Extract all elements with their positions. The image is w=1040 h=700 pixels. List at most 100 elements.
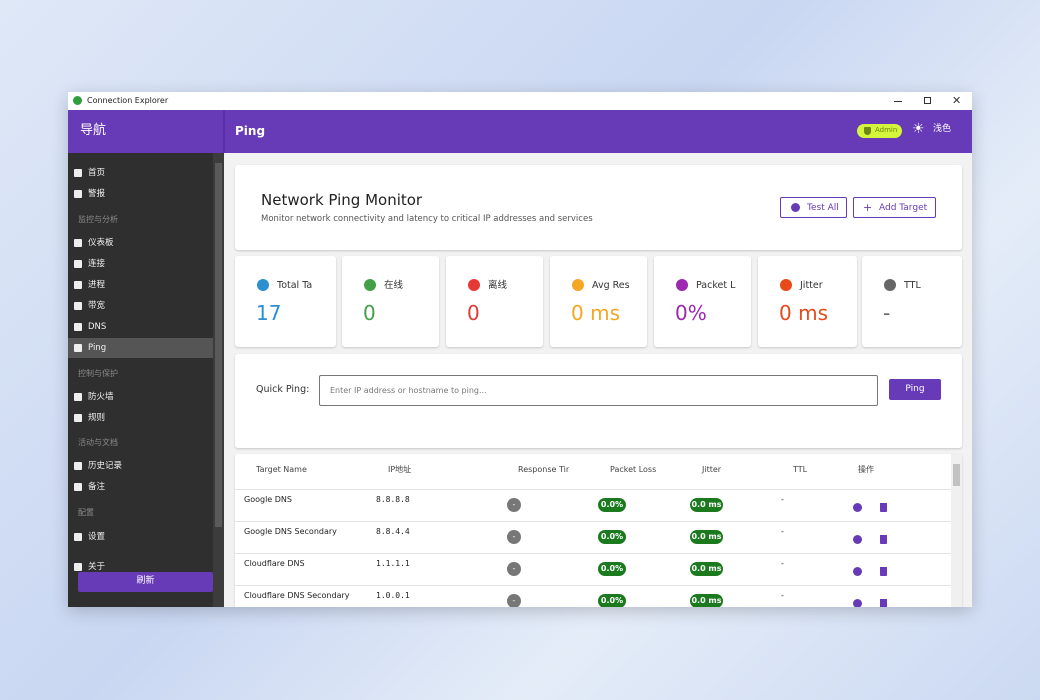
column-header: TTL	[793, 465, 808, 474]
monitor-title: Network Ping Monitor	[261, 191, 423, 209]
stat-label: 在线	[384, 280, 404, 291]
ping-action[interactable]	[853, 503, 862, 512]
nav-label: 备注	[88, 482, 106, 492]
stat-value: 0	[363, 301, 376, 325]
nav-icon	[74, 323, 82, 331]
refresh-label: 刷新	[136, 576, 155, 586]
monitor-card: Network Ping Monitor Monitor network con…	[235, 165, 962, 250]
badge-text: Admin	[875, 126, 898, 134]
nav-item[interactable]: 历史记录	[68, 456, 213, 476]
nav-item[interactable]: 规则	[68, 408, 213, 428]
stat-card: 离线 0	[446, 256, 543, 347]
page-title: Ping	[235, 124, 266, 138]
add-target-button[interactable]: + Add Target	[853, 197, 936, 218]
nav-label: 仪表板	[88, 238, 114, 248]
nav-icon	[74, 462, 82, 470]
stat-value: 0 ms	[779, 301, 828, 325]
nav-icon	[74, 393, 82, 401]
stat-value: 0%	[675, 301, 707, 325]
row-separator	[235, 553, 951, 554]
header-bar: 导航 Ping Admin ☀ 浅色	[68, 110, 972, 153]
nav-icon	[74, 563, 82, 571]
host-input[interactable]: Enter IP address or hostname to ping...	[319, 375, 878, 406]
nav-item[interactable]: 备注	[68, 477, 213, 497]
stat-icon	[572, 279, 584, 291]
stat-label: TTL	[904, 280, 921, 291]
nav-item[interactable]: 带宽	[68, 296, 213, 316]
stat-icon	[780, 279, 792, 291]
response-badge: -	[507, 594, 521, 607]
nav-item[interactable]: 防火墙	[68, 387, 213, 407]
nav-label: 历史记录	[88, 461, 123, 471]
ping-action[interactable]	[853, 535, 862, 544]
response-badge: -	[507, 498, 521, 512]
divider	[223, 110, 225, 153]
minimize[interactable]	[894, 101, 902, 102]
table-scroll-thumb	[953, 464, 960, 486]
nav-item[interactable]: 进程	[68, 275, 213, 295]
nav-label: 进程	[88, 280, 106, 290]
nav-item[interactable]: 首页	[68, 163, 213, 183]
sidebar-title: 导航	[80, 123, 107, 138]
sidebar: 刷新 首页 警报 监控与分析 仪表板 连接 进程 带宽 DNS Ping 控制与保护 防火墙 规则 活动…	[68, 153, 224, 607]
title-bar: Connection Explorer ✕	[68, 92, 972, 110]
nav-item[interactable]: Ping	[68, 338, 213, 358]
stat-icon	[468, 279, 480, 291]
column-header: Response Tir	[518, 465, 570, 474]
ttl: -	[781, 527, 784, 536]
delete-action[interactable]	[880, 599, 887, 607]
quick-ping-card: Quick Ping: Enter IP address or hostname…	[235, 354, 962, 448]
nav-item[interactable]: 设置	[68, 527, 213, 547]
ip-address: 1.0.0.1	[376, 591, 410, 600]
jitter-badge: 0.0 ms	[690, 530, 723, 544]
stat-label: 离线	[488, 280, 508, 291]
ping-action[interactable]	[853, 599, 862, 607]
nav-item[interactable]: 连接	[68, 254, 213, 274]
ping-button[interactable]: Ping	[889, 379, 941, 400]
close[interactable]: ✕	[952, 94, 962, 107]
stat-value: 0 ms	[571, 301, 620, 325]
quick-ping-label: Quick Ping:	[256, 384, 310, 395]
scroll-thumb	[215, 163, 222, 527]
loss-badge: 0.0%	[598, 498, 626, 512]
delete-action[interactable]	[880, 535, 887, 544]
refresh-button[interactable]: 刷新	[78, 572, 213, 592]
nav-item[interactable]: 仪表板	[68, 233, 213, 253]
row-separator	[235, 521, 951, 522]
input-placeholder: Enter IP address or hostname to ping...	[330, 386, 487, 395]
table-scrollbar	[951, 454, 962, 607]
nav-label: 带宽	[88, 301, 106, 311]
stat-card: TTL -	[862, 256, 962, 347]
response-badge: -	[507, 562, 521, 576]
column-header: Packet Loss	[610, 465, 657, 474]
delete-action[interactable]	[880, 503, 887, 512]
maximize[interactable]	[924, 97, 931, 104]
nav-label: 设置	[88, 532, 106, 542]
nav-label: 连接	[88, 259, 106, 269]
add-target-label: Add Target	[879, 203, 928, 213]
stat-icon	[676, 279, 688, 291]
nav-item[interactable]: 警报	[68, 184, 213, 204]
shield-icon	[864, 127, 871, 135]
theme-label[interactable]: 浅色	[933, 124, 952, 134]
stat-value: -	[883, 301, 891, 325]
test-all-button[interactable]: Test All	[780, 197, 847, 218]
nav-label: 规则	[88, 413, 106, 423]
nav-icon	[74, 302, 82, 310]
nav-item[interactable]: 关于	[68, 557, 213, 577]
theme-icon[interactable]: ☀	[912, 121, 925, 137]
stat-label: Avg Res	[592, 280, 630, 291]
nav-label: 关于	[88, 562, 106, 572]
window-title: Connection Explorer	[87, 96, 169, 105]
nav-section: 监控与分析	[78, 215, 118, 224]
nav-icon	[74, 344, 82, 352]
nav-item[interactable]: DNS	[68, 317, 213, 337]
delete-action[interactable]	[880, 567, 887, 576]
nav-label: 防火墙	[88, 392, 114, 402]
nav-icon	[74, 281, 82, 289]
ping-action[interactable]	[853, 567, 862, 576]
app-icon	[73, 96, 82, 105]
column-header: Target Name	[256, 465, 307, 474]
test-all-label: Test All	[807, 203, 839, 213]
jitter-badge: 0.0 ms	[690, 594, 723, 607]
